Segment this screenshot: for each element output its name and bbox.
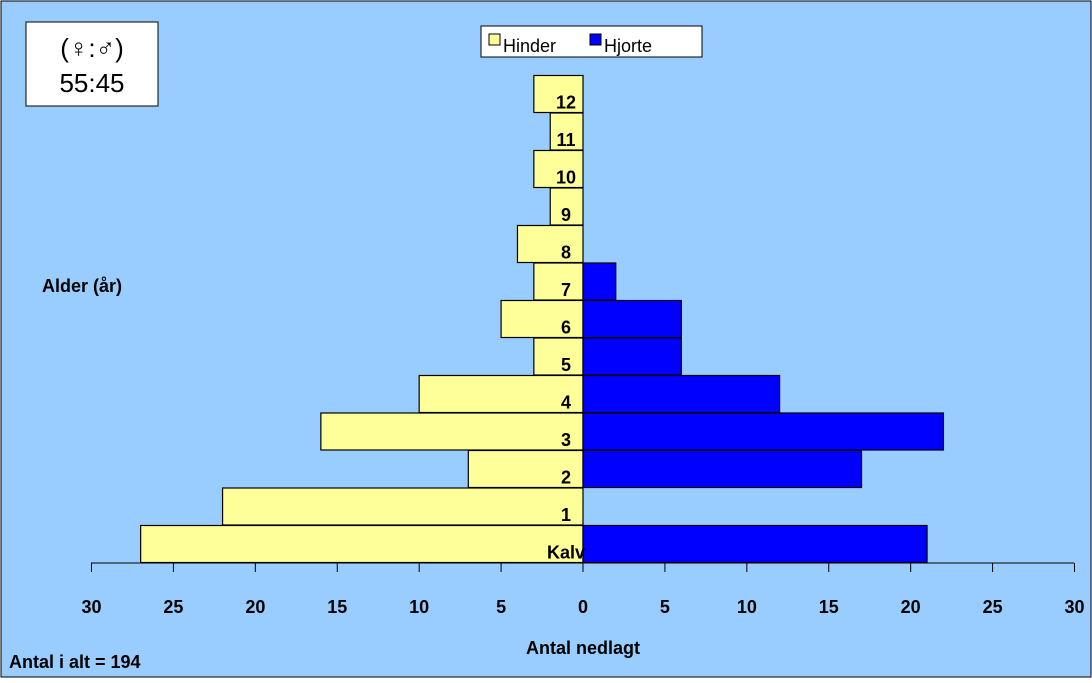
bar-hinder-7 [533,262,584,301]
x-tick-label: 15 [819,597,839,617]
bar-hinder-5 [533,337,584,376]
bar-hjorte-4 [582,374,781,414]
category-label-5: 5 [561,355,571,375]
y-axis-title: Alder (år) [42,276,122,296]
bar-hinder-11 [549,112,584,151]
category-label-1: 1 [561,505,571,525]
category-label-9: 9 [561,205,571,225]
legend-swatch-hjorte [589,33,602,46]
legend-swatch-hinder [488,33,501,46]
x-tick-label: 5 [496,597,506,617]
legend-label-hinder: Hinder [503,36,556,56]
x-tick-label: 20 [901,597,921,617]
category-label-kalv: Kalv [547,543,585,563]
bar-hjorte-5 [582,337,682,376]
x-tick-label: 20 [245,597,265,617]
bar-hjorte-7 [582,262,617,301]
bar-hinder-8 [516,224,584,264]
category-label-12: 12 [556,93,576,113]
category-label-11: 11 [556,130,575,150]
bar-hjorte-kalv [582,524,928,564]
bar-hinder-12 [533,74,584,114]
legend-label-hjorte: Hjorte [604,36,652,56]
x-tick-label: 15 [327,597,347,617]
ratio-box-line1: (♀:♂) [60,33,124,63]
bar-hinder-kalv [140,524,584,564]
bar-hjorte-6 [582,299,682,339]
bar-hjorte-2 [582,449,863,489]
category-label-4: 4 [561,393,571,413]
x-tick-label: 5 [660,597,670,617]
x-tick-label: 10 [737,597,757,617]
bar-hinder-1 [221,487,584,526]
bars-hinder [140,74,584,564]
ratio-box [25,21,159,107]
bar-hinder-2 [467,449,584,489]
category-label-10: 10 [556,168,576,188]
category-label-2: 2 [561,468,571,488]
x-tick-label: 10 [409,597,429,617]
x-axis-tick-labels: 30 25 20 15 10 5 0 5 10 15 20 25 30 [81,597,1084,617]
x-axis-title: Antal nedlagt [526,638,640,658]
bar-hinder-9 [549,187,584,226]
x-tick-label: 30 [1064,597,1084,617]
category-label-6: 6 [561,318,571,338]
ratio-box-line2: 55:45 [59,68,124,98]
x-tick-label: 0 [578,597,588,617]
bar-hinder-6 [500,299,584,339]
bars-hjorte [582,262,945,564]
x-tick-label: 25 [163,597,183,617]
x-tick-label: 30 [81,597,101,617]
category-label-3: 3 [561,430,571,450]
bar-hinder-4 [418,374,584,414]
x-tick-label: 25 [983,597,1003,617]
category-label-7: 7 [561,280,571,300]
total-annotation: Antal i alt = 194 [9,652,141,672]
category-label-8: 8 [561,243,571,263]
bar-hinder-3 [320,412,584,451]
x-axis-ticks [91,563,1075,572]
bar-hjorte-3 [582,412,945,451]
